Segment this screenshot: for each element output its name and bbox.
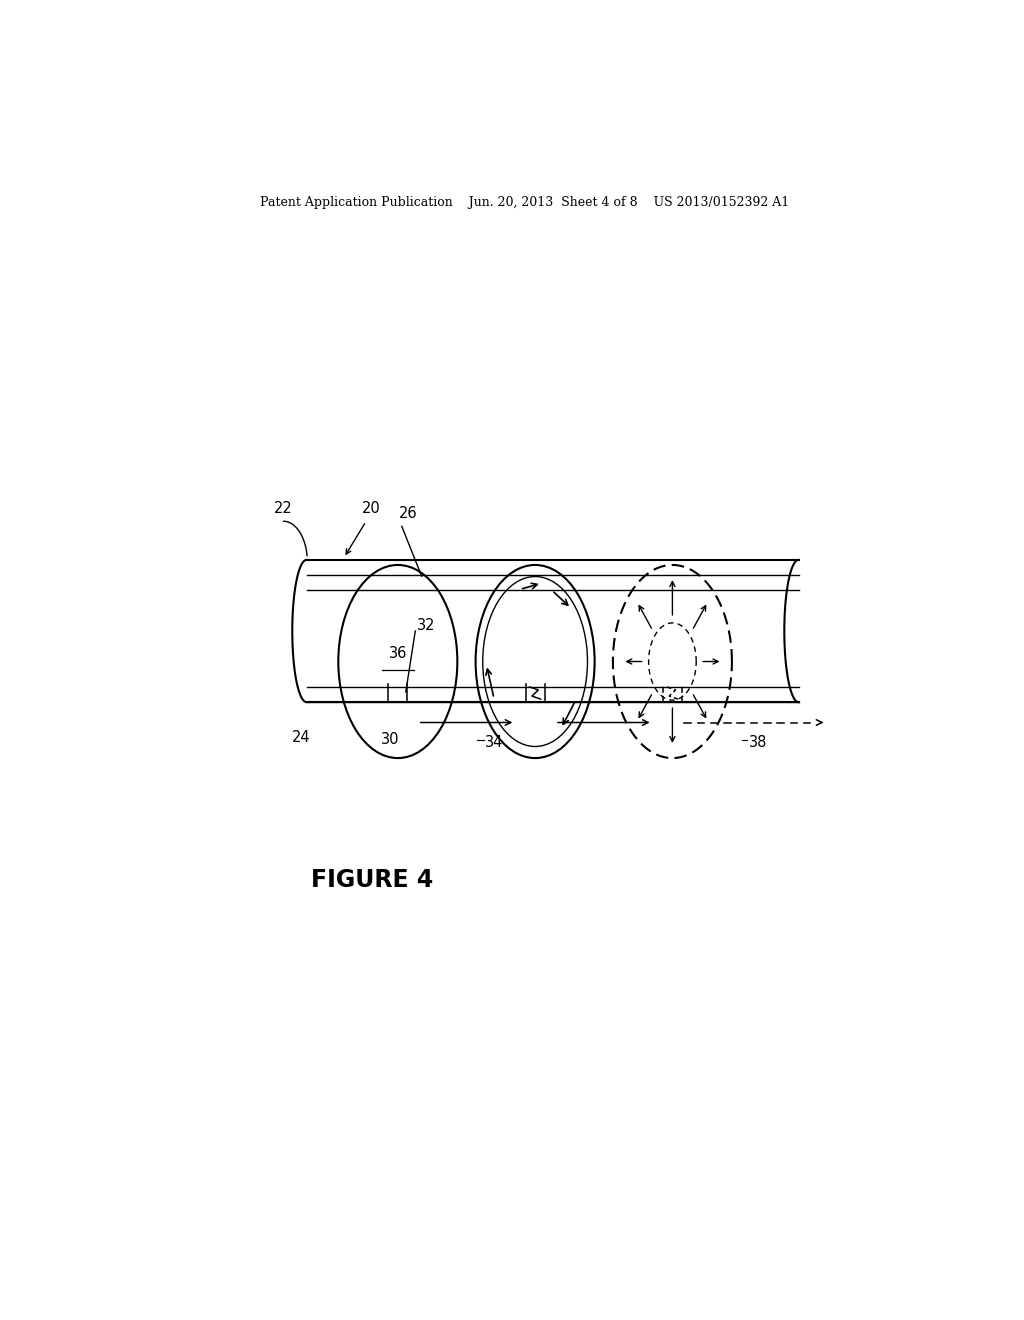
Text: 20: 20: [362, 502, 381, 516]
Text: FIGURE 4: FIGURE 4: [310, 869, 433, 892]
Text: 34: 34: [485, 735, 504, 750]
Text: Patent Application Publication    Jun. 20, 2013  Sheet 4 of 8    US 2013/0152392: Patent Application Publication Jun. 20, …: [260, 195, 790, 209]
Text: 30: 30: [381, 733, 399, 747]
Text: 22: 22: [274, 502, 293, 516]
Text: 38: 38: [749, 735, 767, 750]
Text: 32: 32: [417, 619, 435, 634]
Text: 36: 36: [389, 645, 407, 661]
Text: 26: 26: [398, 507, 418, 521]
Text: 24: 24: [292, 730, 310, 746]
